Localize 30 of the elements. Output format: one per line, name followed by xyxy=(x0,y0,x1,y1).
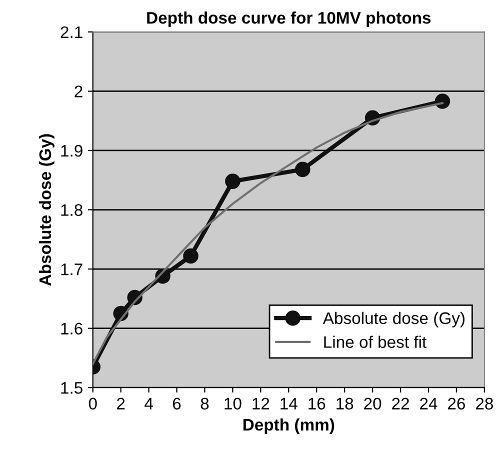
x-tick-label: 24 xyxy=(420,398,438,410)
chart-title: Depth dose curve for 10MV photons xyxy=(147,12,431,28)
x-tick-label: 4 xyxy=(144,398,153,410)
x-tick-label: 14 xyxy=(280,398,298,410)
x-tick-label: 6 xyxy=(172,398,181,410)
x-tick-label: 10 xyxy=(224,398,242,410)
point xyxy=(294,162,310,178)
x-tick-label: 28 xyxy=(476,398,493,410)
x-tick-label: 8 xyxy=(200,398,209,410)
y-tick-label: 1.7 xyxy=(61,264,82,276)
legend-label: Absolute dose (Gy) xyxy=(322,312,464,328)
y-tick-label: 1.8 xyxy=(61,204,82,216)
y-tick-label: 1.5 xyxy=(61,382,82,394)
y-axis-title: Absolute dose (Gy) xyxy=(38,134,54,286)
x-tick-label: 18 xyxy=(336,398,354,410)
x-tick-label: 20 xyxy=(364,398,382,410)
x-tick-label: 16 xyxy=(308,398,326,410)
x-axis-title: Depth (mm) xyxy=(243,418,334,434)
x-tick-label: 26 xyxy=(448,398,465,410)
y-tick-label: 2.1 xyxy=(60,26,82,38)
point xyxy=(225,174,240,189)
x-tick-label: 12 xyxy=(252,398,270,410)
x-tick-label: 22 xyxy=(392,398,409,410)
legend-label: Line of best fit xyxy=(324,336,427,348)
y-tick-label: 1.9 xyxy=(61,144,82,157)
x-tick-label: 0 xyxy=(88,398,97,410)
point xyxy=(183,248,198,264)
y-tick-label: 2 xyxy=(74,86,82,98)
x-tick-label: 2 xyxy=(117,398,125,410)
y-tick-label: 1.6 xyxy=(61,322,82,335)
